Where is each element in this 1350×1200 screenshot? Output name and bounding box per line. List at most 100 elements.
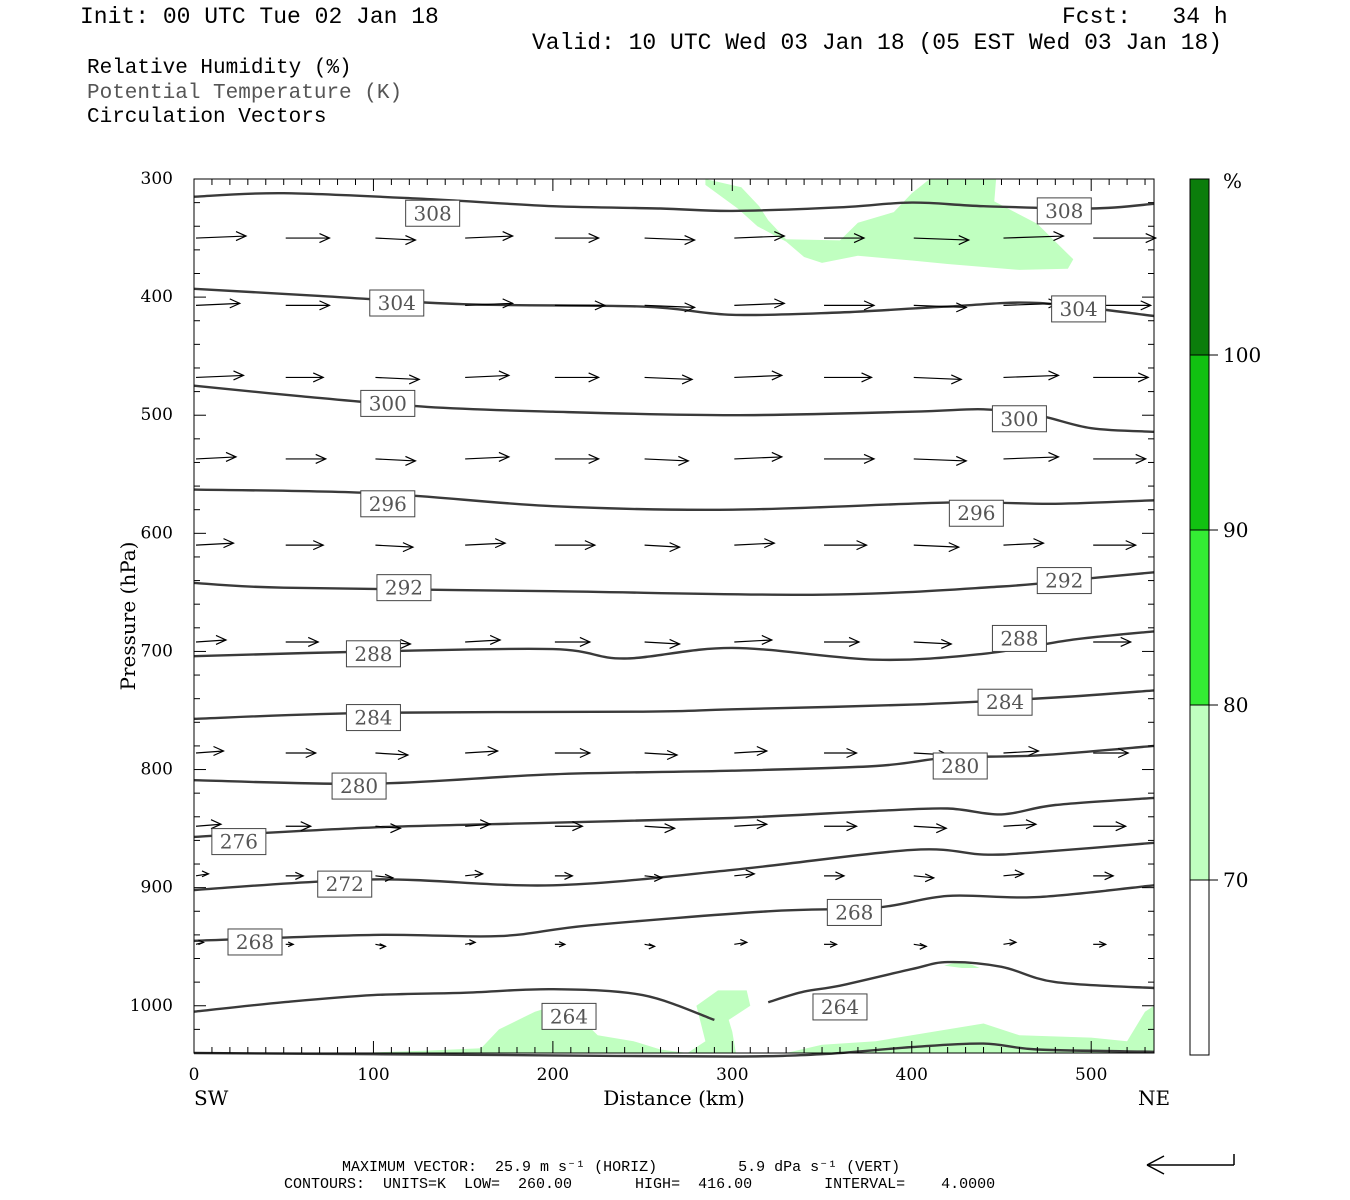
theta-label: 304 xyxy=(1051,295,1107,323)
theta-label: 308 xyxy=(1036,197,1092,225)
endpoint-sw: SW xyxy=(194,1086,229,1110)
circulation-vector xyxy=(465,939,477,946)
circulation-vector xyxy=(195,298,242,309)
colorbar-segment xyxy=(1189,704,1210,881)
circulation-vector xyxy=(824,300,876,311)
theta-contour-304-1 xyxy=(193,287,1155,318)
circulation-vector xyxy=(824,940,838,948)
circulation-vector xyxy=(734,819,769,830)
circulation-vector xyxy=(644,302,697,313)
circulation-vector xyxy=(285,747,318,759)
circulation-vector xyxy=(285,233,331,244)
circulation-vector xyxy=(554,372,601,383)
circulation-vector xyxy=(1003,745,1040,757)
theta-label: 292 xyxy=(376,574,432,602)
theta-contour-292-4 xyxy=(193,571,1155,597)
circulation-vector xyxy=(913,235,971,246)
circulation-vector xyxy=(465,451,511,462)
circulation-vector xyxy=(913,302,968,313)
endpoint-ne: NE xyxy=(1138,1086,1170,1110)
circulation-vector xyxy=(465,538,507,549)
svg-text:300: 300 xyxy=(369,391,407,415)
circulation-vector xyxy=(913,374,963,385)
x-tick-label: 500 xyxy=(1075,1065,1107,1085)
svg-text:288: 288 xyxy=(354,642,392,666)
circulation-vector xyxy=(285,821,313,832)
colorbar: 70 80 90 100 xyxy=(1189,178,1261,1056)
init-time: Init: 00 UTC Tue 02 Jan 18 xyxy=(80,4,439,30)
theta-label: 292 xyxy=(1036,567,1092,595)
colorbar-label: 80 xyxy=(1223,693,1248,717)
circulation-vector xyxy=(465,298,515,309)
circulation-vector xyxy=(285,871,305,880)
svg-text:268: 268 xyxy=(236,930,274,954)
svg-text:268: 268 xyxy=(835,900,873,924)
circulation-vector xyxy=(1093,540,1138,551)
circulation-vector xyxy=(824,821,858,832)
circulation-vector xyxy=(285,453,328,464)
svg-text:296: 296 xyxy=(369,492,407,516)
circulation-vector xyxy=(913,542,961,553)
y-tick-label: 400 xyxy=(141,287,173,307)
circulation-vector xyxy=(375,374,421,385)
x-tick-label: 300 xyxy=(716,1065,748,1085)
theta-label: 288 xyxy=(991,624,1047,652)
reference-vector-arrow xyxy=(1146,1154,1235,1175)
contour-label-layer: 308 308 304 304 300 300 296 296 292 292 288 288 284 2… xyxy=(211,197,1107,1030)
circulation-vector xyxy=(195,634,228,646)
x-tick-label: 400 xyxy=(896,1065,928,1085)
circulation-vector xyxy=(1093,871,1115,881)
humidity-fill-layer xyxy=(355,179,1154,1053)
circulation-vector xyxy=(824,636,861,648)
circulation-vector xyxy=(913,873,936,883)
theta-label: 276 xyxy=(211,828,267,856)
colorbar-unit: % xyxy=(1223,169,1242,193)
colorbar-segment xyxy=(1189,529,1210,706)
theta-label: 296 xyxy=(948,499,1004,527)
theta-label: 308 xyxy=(405,199,461,227)
svg-text:288: 288 xyxy=(1000,626,1038,650)
circulation-vector xyxy=(554,300,607,311)
legend-circulation-vectors: Circulation Vectors xyxy=(87,106,327,129)
circulation-vector xyxy=(195,819,223,830)
circulation-vector xyxy=(375,873,395,882)
theta-label: 284 xyxy=(977,688,1033,716)
contour-info: CONTOURS: UNITS=K LOW= 260.00 HIGH= 416.… xyxy=(284,1176,996,1193)
colorbar-segment xyxy=(1189,354,1210,531)
circulation-vector xyxy=(554,636,592,648)
svg-text:264: 264 xyxy=(821,995,859,1019)
circulation-vector xyxy=(1093,821,1128,832)
y-tick-label: 800 xyxy=(141,760,173,780)
theta-contour-308-0 xyxy=(193,191,1155,213)
svg-text:284: 284 xyxy=(354,706,392,730)
x-tick-label: 200 xyxy=(537,1065,569,1085)
theta-label: 272 xyxy=(317,870,373,898)
circulation-vector xyxy=(195,231,248,242)
y-tick-label: 1000 xyxy=(130,996,173,1016)
circulation-vector xyxy=(644,374,694,385)
circulation-vector xyxy=(375,455,417,466)
circulation-vector xyxy=(824,233,866,244)
circulation-vector xyxy=(913,455,968,466)
colorbar-segment xyxy=(1189,879,1210,1056)
colorbar-label: 90 xyxy=(1223,518,1248,542)
circulation-vector xyxy=(734,634,774,646)
circulation-vector xyxy=(554,540,597,551)
theta-label: 264 xyxy=(812,993,868,1021)
circulation-vector xyxy=(1093,453,1148,464)
humidity-region-3 xyxy=(786,1005,1154,1053)
circulation-vector xyxy=(285,372,325,383)
theta-contour-layer xyxy=(193,191,1155,1058)
theta-label: 284 xyxy=(345,704,401,732)
humidity-region-1 xyxy=(355,1003,688,1053)
circulation-vector xyxy=(465,869,485,878)
circulation-vector xyxy=(285,300,331,311)
circulation-vector xyxy=(1003,869,1025,879)
valid-time: Valid: 10 UTC Wed 03 Jan 18 (05 EST Wed … xyxy=(532,30,1223,56)
theta-contour-264-11 xyxy=(193,987,715,1022)
circulation-vector xyxy=(913,942,928,950)
circulation-vector xyxy=(285,941,295,948)
circulation-vector xyxy=(734,298,786,309)
circulation-vector xyxy=(465,819,492,830)
